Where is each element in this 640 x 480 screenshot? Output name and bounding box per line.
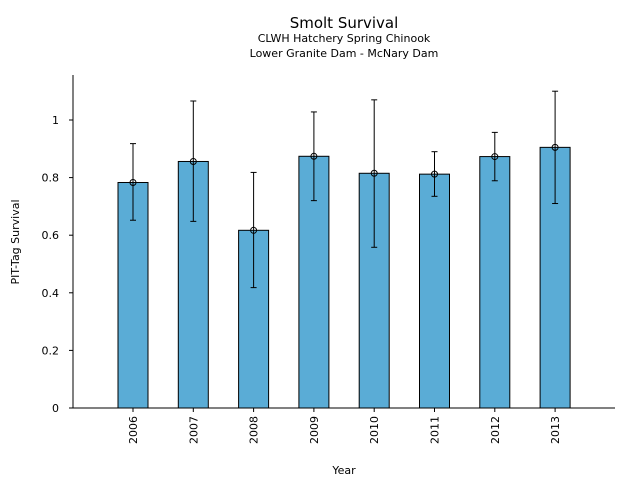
y-tick-label-1: 1 bbox=[52, 114, 59, 127]
point-marker-2013 bbox=[551, 143, 559, 151]
x-tick-label-2007: 2007 bbox=[187, 416, 200, 444]
x-tick-label-2012: 2012 bbox=[489, 416, 502, 444]
point-marker-2006 bbox=[129, 178, 137, 186]
y-tick-label-0: 0 bbox=[52, 402, 59, 415]
bar-2009 bbox=[298, 155, 330, 409]
y-tick-label-0.8: 0.8 bbox=[42, 172, 60, 185]
point-marker-2007 bbox=[189, 157, 197, 165]
x-axis-label: Year bbox=[331, 464, 356, 477]
chart-title: Smolt Survival bbox=[290, 14, 399, 32]
x-tick-label-2011: 2011 bbox=[429, 416, 442, 444]
bars-layer bbox=[117, 146, 571, 409]
point-marker-2008 bbox=[250, 226, 258, 234]
error-bar-2006 bbox=[130, 143, 136, 221]
x-tick-label-2006: 2006 bbox=[127, 416, 140, 444]
bar-2011 bbox=[419, 173, 450, 409]
error-bar-2007 bbox=[190, 100, 197, 222]
y-tick-label-0.2: 0.2 bbox=[42, 344, 60, 357]
bar-2012 bbox=[479, 156, 511, 409]
error-bar-2010 bbox=[371, 99, 378, 248]
error-bar-2009 bbox=[310, 111, 317, 202]
y-ticks-layer: 0 0.2 0.4 0.6 0.8 1 bbox=[42, 114, 73, 415]
point-marker-2012 bbox=[491, 153, 499, 161]
error-bar-2012 bbox=[491, 131, 498, 182]
error-bars-layer bbox=[130, 90, 559, 289]
point-marker-2010 bbox=[370, 169, 378, 177]
point-marker-2011 bbox=[431, 170, 438, 178]
x-tick-label-2013: 2013 bbox=[549, 416, 562, 444]
x-tick-label-2009: 2009 bbox=[308, 416, 321, 444]
error-bar-2013 bbox=[552, 90, 559, 205]
point-markers-layer bbox=[129, 143, 559, 234]
error-bar-2011 bbox=[431, 151, 438, 197]
x-tick-label-2008: 2008 bbox=[248, 416, 261, 444]
y-tick-label-0.6: 0.6 bbox=[42, 229, 60, 242]
x-ticks-layer: 2006 2007 2008 2009 2010 2011 2012 2013 bbox=[127, 408, 562, 444]
chart-subtitle-line-1: CLWH Hatchery Spring Chinook bbox=[258, 32, 431, 45]
error-bar-2008 bbox=[250, 171, 257, 289]
y-tick-label-0.4: 0.4 bbox=[42, 287, 60, 300]
y-axis-label: PIT-Tag Survival bbox=[9, 199, 22, 284]
chart-subtitle-line-2: Lower Granite Dam - McNary Dam bbox=[250, 47, 439, 60]
x-tick-label-2010: 2010 bbox=[368, 416, 381, 444]
point-marker-2009 bbox=[310, 152, 318, 160]
